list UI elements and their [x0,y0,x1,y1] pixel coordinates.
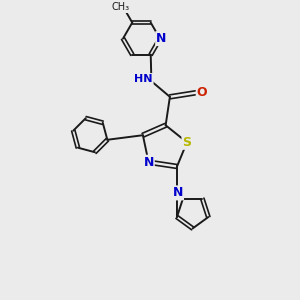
Text: CH₃: CH₃ [112,2,130,12]
Text: N: N [173,186,183,200]
Text: S: S [182,136,191,149]
Text: HN: HN [134,74,153,84]
Text: O: O [197,86,207,99]
Text: N: N [156,32,167,45]
Text: N: N [143,156,154,169]
